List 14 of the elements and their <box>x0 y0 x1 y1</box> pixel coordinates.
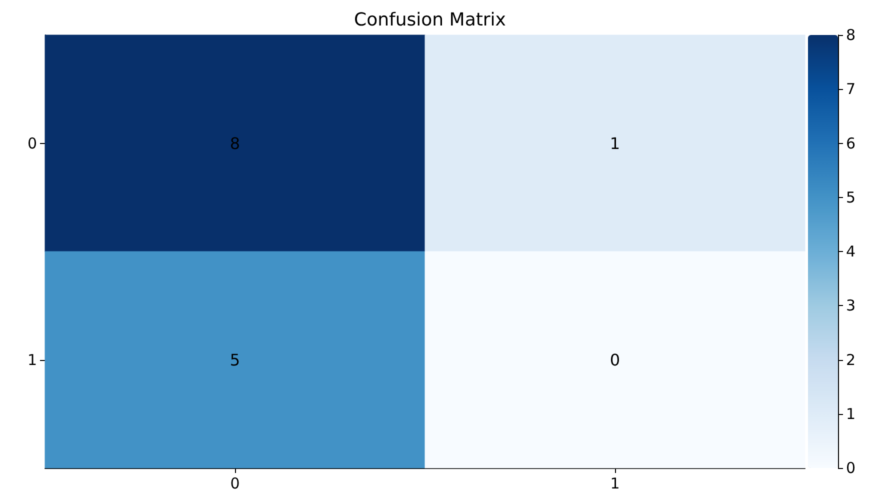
chart-title: Confusion Matrix <box>354 10 506 30</box>
data-label: 1 <box>610 134 620 153</box>
color-bar-label: 0 <box>846 459 856 477</box>
color-bar-label: 3 <box>846 296 856 315</box>
color-bar-label: 1 <box>846 404 856 423</box>
color-bar-label: 6 <box>846 134 856 152</box>
color-bar-label: 4 <box>846 242 856 260</box>
color-bar-label: 8 <box>846 26 856 44</box>
data-label: 5 <box>230 350 240 370</box>
color-bar-label: 7 <box>846 80 856 98</box>
data-label: 8 <box>230 134 240 153</box>
color-bar-label: 2 <box>846 350 856 369</box>
data-label: 0 <box>610 350 620 370</box>
color-bar-label: 5 <box>846 188 856 206</box>
